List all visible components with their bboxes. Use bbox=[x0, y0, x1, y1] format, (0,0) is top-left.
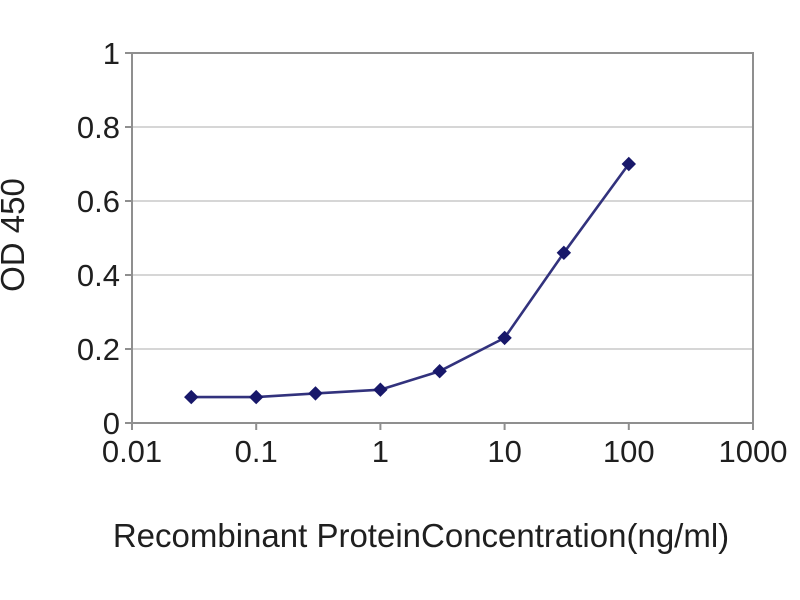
y-axis-tick-label: 0.6 bbox=[77, 184, 120, 219]
data-line bbox=[191, 163, 630, 399]
x-axis-tick-label: 0.1 bbox=[235, 434, 278, 469]
y-axis-tick-label: 0.8 bbox=[77, 110, 120, 145]
data-point-marker bbox=[248, 389, 264, 405]
y-axis-tick-label: 0 bbox=[103, 406, 120, 441]
x-axis-tick-label: 1 bbox=[372, 434, 389, 469]
y-axis-tick-label: 0.2 bbox=[77, 332, 120, 367]
data-point-marker bbox=[556, 245, 572, 261]
data-point-marker bbox=[184, 389, 199, 405]
data-point-marker bbox=[432, 363, 447, 379]
data-point-marker bbox=[497, 330, 512, 346]
data-point-marker bbox=[308, 386, 323, 401]
plot-border bbox=[131, 52, 754, 424]
data-point-marker bbox=[621, 156, 637, 172]
x-axis-tick-label: 100 bbox=[603, 434, 655, 469]
x-axis-tick-label: 10 bbox=[487, 434, 521, 469]
x-axis-tick-label: 1000 bbox=[719, 434, 788, 469]
x-axis-tick-label: 0.01 bbox=[102, 434, 162, 469]
y-axis-title: OD 450 bbox=[0, 178, 31, 292]
chart-plot-area: 0 0.2 0.4 0.6 0.8 1 0.01 0.1 1 10 100 1000 bbox=[77, 36, 788, 469]
y-axis-tick-label: 1 bbox=[103, 36, 120, 71]
y-axis-tick-label: 0.4 bbox=[77, 258, 120, 293]
x-axis-title: Recombinant ProteinConcentration(ng/ml) bbox=[113, 517, 729, 554]
data-point-marker bbox=[373, 382, 388, 397]
